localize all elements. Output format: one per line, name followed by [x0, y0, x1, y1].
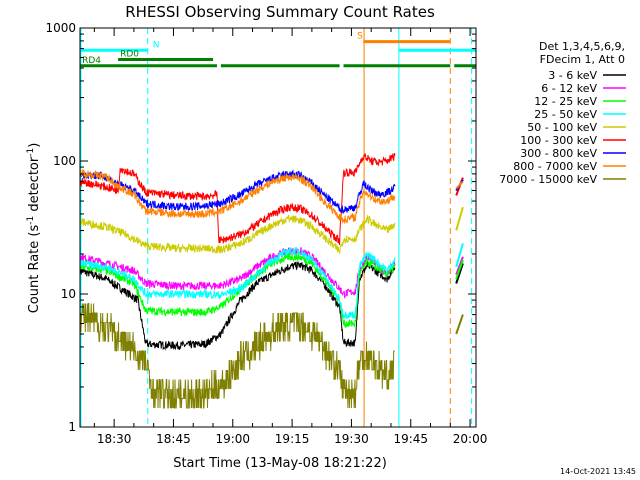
- legend-label: 7000 - 15000 keV: [499, 173, 597, 186]
- series-line: [79, 214, 396, 254]
- legend-label: 12 - 25 keV: [534, 95, 597, 108]
- legend-label: 50 - 100 keV: [527, 121, 597, 134]
- series-late-segment: [455, 243, 464, 268]
- x-tick-label: 18:30: [97, 432, 132, 446]
- state-bar-label: RD0: [120, 49, 139, 59]
- x-axis-label: Start Time (13-May-08 18:21:22): [173, 456, 387, 471]
- series-line: [79, 169, 396, 214]
- legend-header: FDecim 1, Att 0: [540, 53, 625, 66]
- legend-header: Det 1,3,4,5,6,9,: [539, 40, 625, 53]
- legend-label: 25 - 50 keV: [534, 108, 597, 121]
- y-axis-label-superscript: -1: [26, 148, 36, 157]
- series-late-segment: [455, 256, 464, 275]
- chart-title: RHESSI Observing Summary Count Rates: [125, 3, 435, 21]
- y-axis-label-part: ): [27, 143, 42, 148]
- series-late-segment: [455, 263, 464, 284]
- x-tick-label: 19:45: [393, 432, 428, 446]
- legend-label: 300 - 800 keV: [520, 147, 597, 160]
- series-line: [79, 247, 396, 300]
- series-line: [79, 153, 396, 246]
- x-tick-label: 19:15: [275, 432, 310, 446]
- plot-area: N RD0 RD4 S: [79, 28, 476, 427]
- series-line: [79, 260, 396, 351]
- series-late-segment: [455, 180, 464, 190]
- y-axis-label-part: detector: [27, 156, 42, 216]
- legend-label: 100 - 300 keV: [520, 134, 597, 147]
- state-bar-label: S: [357, 32, 363, 42]
- y-axis-label-superscript: -1: [26, 216, 36, 225]
- x-tick-label: 19:00: [215, 432, 250, 446]
- series-line: [79, 303, 395, 409]
- plot-frame: [79, 27, 477, 428]
- legend: Det 1,3,4,5,6,9, FDecim 1, Att 0 3 - 6 k…: [499, 40, 626, 186]
- x-tick-label: 18:45: [156, 432, 191, 446]
- legend-label: 800 - 7000 keV: [513, 160, 597, 173]
- footer-date: 14-Oct-2021 13:45: [560, 467, 636, 476]
- series-late-segment: [455, 259, 464, 280]
- state-bar-label: N: [153, 40, 160, 50]
- y-axis-label-part: Count Rate (s: [27, 225, 42, 314]
- legend-label: 3 - 6 keV: [548, 69, 597, 82]
- x-tick-label: 19:30: [334, 432, 369, 446]
- state-bar-label: RD4: [82, 56, 101, 66]
- series-line: [79, 169, 396, 224]
- y-tick-label: 1: [68, 420, 76, 434]
- series-line: [79, 246, 396, 320]
- y-tick-label: 10: [61, 287, 76, 301]
- y-axis-label: Count Rate (s-1 detector-1): [26, 143, 42, 314]
- series-late-segment: [455, 206, 464, 231]
- legend-label: 6 - 12 keV: [541, 82, 597, 95]
- axes: 18:30 18:45 19:00 19:15 19:30 19:45 20:00 1 10 10…: [45, 21, 487, 446]
- x-tick-label: 20:00: [453, 432, 488, 446]
- y-tick-label: 1000: [45, 21, 76, 35]
- series-late-segment: [455, 314, 464, 335]
- y-tick-label: 100: [53, 154, 76, 168]
